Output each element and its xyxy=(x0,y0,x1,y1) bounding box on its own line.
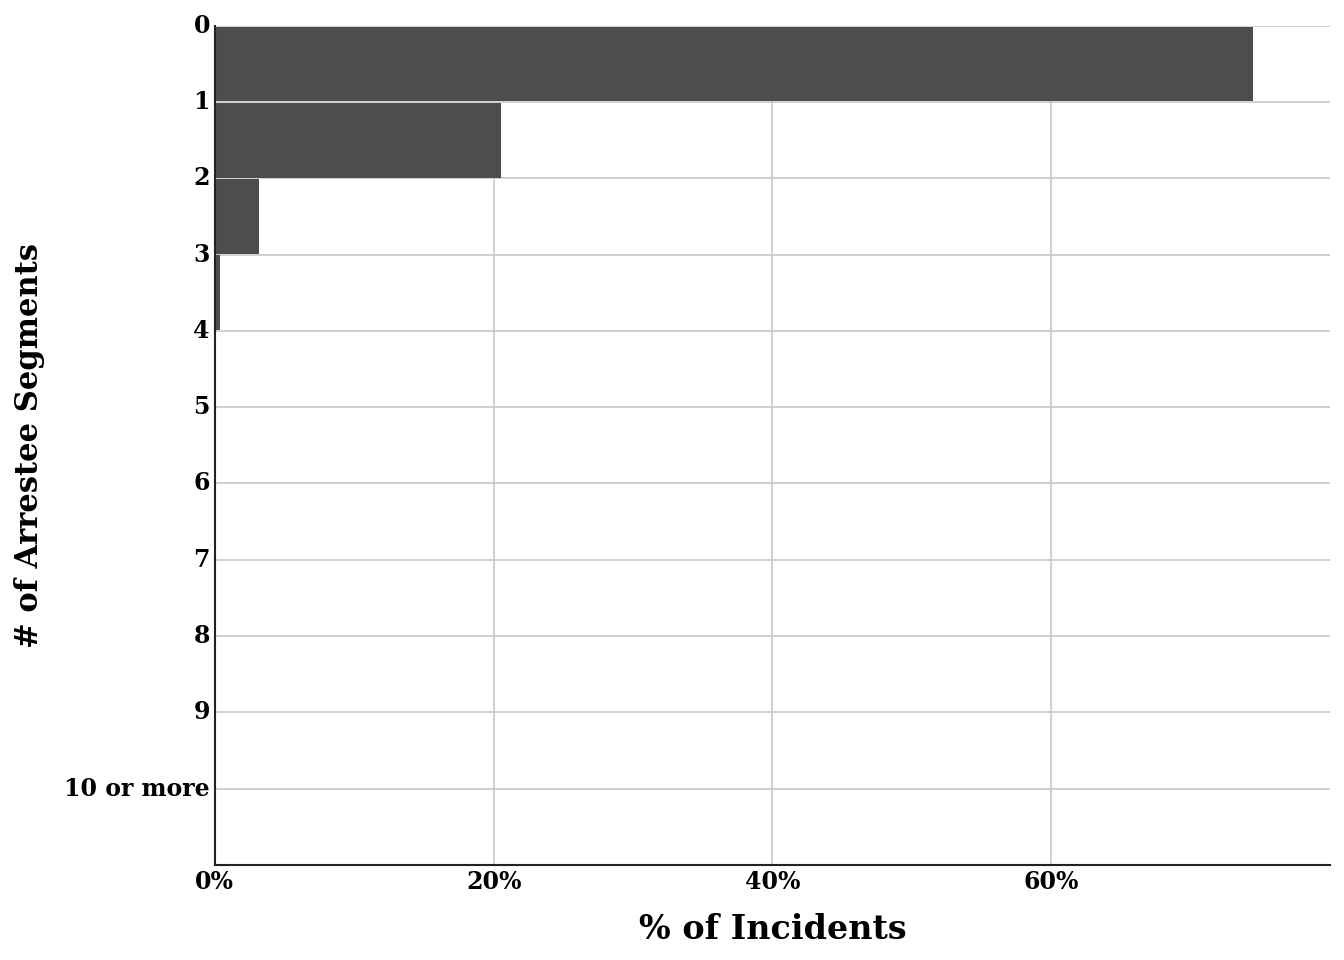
X-axis label: % of Incidents: % of Incidents xyxy=(638,913,906,947)
Bar xyxy=(215,255,220,330)
Bar xyxy=(215,27,1254,102)
Bar xyxy=(215,180,259,254)
Bar xyxy=(215,103,500,178)
Y-axis label: # of Arrestee Segments: # of Arrestee Segments xyxy=(13,243,44,648)
